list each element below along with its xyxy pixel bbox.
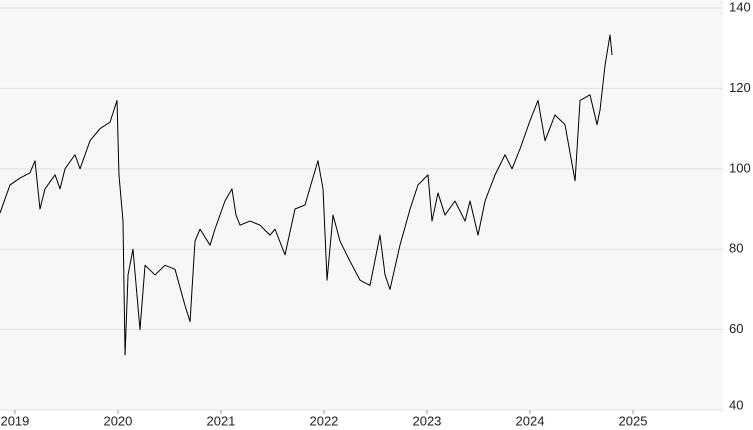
- x-tick-label: 2019: [0, 413, 29, 428]
- x-tick-label: 2025: [619, 413, 648, 428]
- price-line: [0, 34, 613, 356]
- y-tick-label: 60: [729, 321, 743, 336]
- y-tick-label: 40: [729, 397, 743, 412]
- x-tick-label: 2021: [206, 413, 235, 428]
- x-tick-label: 2024: [516, 413, 545, 428]
- y-tick-label: 80: [729, 241, 743, 256]
- x-tick-label: 2023: [412, 413, 441, 428]
- plot-area: [0, 0, 723, 410]
- x-tick-label: 2022: [309, 413, 338, 428]
- y-tick-label: 100: [729, 160, 751, 175]
- x-tick-label: 2020: [103, 413, 132, 428]
- y-tick-label: 140: [729, 0, 751, 14]
- y-tick-label: 120: [729, 80, 751, 95]
